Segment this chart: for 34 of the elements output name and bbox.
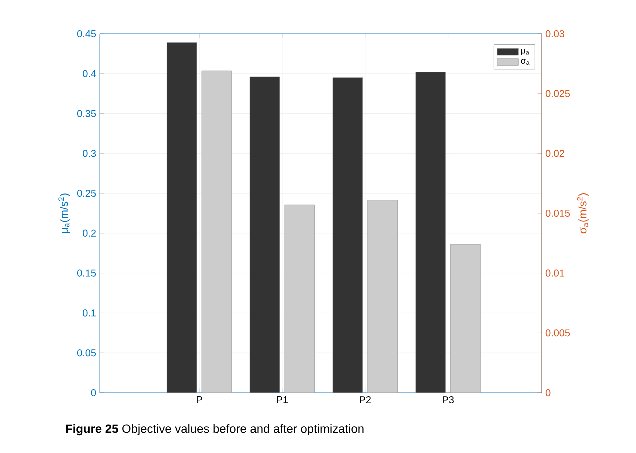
legend-label: μ$_{a}$	[521, 48, 530, 56]
y2-tick-label: 0.03	[546, 30, 564, 38]
bar	[333, 78, 363, 393]
y-tick-label: 0.15	[77, 270, 96, 277]
y-axis-title: μ$_{a}$(m/s$^{2}$)	[58, 194, 70, 234]
y-tick-label: 0.1	[83, 310, 96, 317]
x-tick-label: P2	[360, 396, 371, 404]
bar	[250, 77, 280, 393]
bar	[284, 205, 315, 393]
bar	[450, 244, 481, 393]
x-tick-label: P	[197, 396, 202, 404]
y2-tick-label: 0.01	[546, 270, 564, 277]
y2-tick-label: 0.005	[546, 330, 570, 337]
text: Figure 25 Objective values before and after optimization	[66, 424, 364, 436]
y-tick-label: 0.45	[77, 30, 96, 38]
bar	[368, 200, 398, 393]
legend-label: σ$_{a}$	[521, 59, 530, 65]
y2-tick-label: 0.015	[546, 210, 570, 218]
y-tick-label: 0.25	[77, 190, 96, 198]
bar	[416, 72, 446, 393]
y2-tick-label: 0.02	[546, 150, 564, 158]
y2-axis-title: σ$_{a}$(m/s$^{2}$)	[577, 194, 589, 234]
y2-tick-label: 0.025	[546, 90, 570, 98]
bar	[167, 42, 198, 393]
y-tick-label: 0.3	[83, 150, 96, 158]
y-tick-label: 0.2	[83, 230, 96, 237]
bar	[202, 71, 232, 393]
y-tick-label: 0	[91, 389, 96, 397]
y-tick-label: 0.4	[83, 70, 96, 78]
y-tick-label: 0.35	[77, 110, 96, 118]
y2-tick-label: 0	[546, 389, 551, 397]
x-tick-label: P3	[443, 396, 454, 404]
x-tick-label: P1	[277, 396, 288, 404]
y-tick-label: 0.05	[77, 350, 96, 357]
